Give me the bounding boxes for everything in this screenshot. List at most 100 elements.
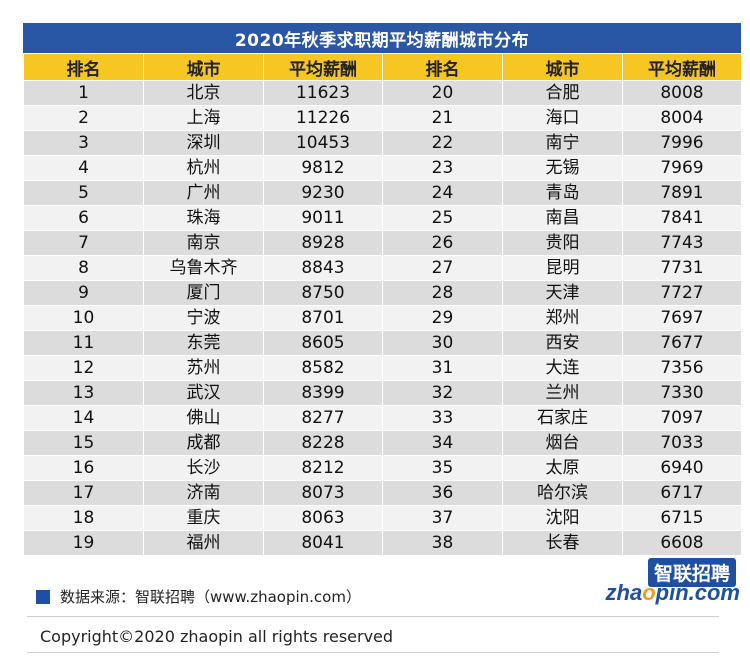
cell-salary-left: 8701 xyxy=(263,305,383,331)
cell-city-right: 海口 xyxy=(502,105,623,131)
cell-salary-right: 7743 xyxy=(622,230,742,256)
copyright-text: Copyright©2020 zhaopin all rights reserv… xyxy=(40,627,394,646)
cell-salary-right: 7731 xyxy=(622,255,742,281)
table-row: 14 佛山 8277 33 石家庄 7097 xyxy=(23,405,742,431)
cell-rank-right: 30 xyxy=(382,330,503,356)
zhaopin-logo: 智联招聘 zhaopin.com xyxy=(598,558,740,606)
data-source: 数据来源：智联招聘（www.zhaopin.com） xyxy=(36,586,361,607)
cell-rank-left: 12 xyxy=(23,355,144,381)
cell-salary-left: 8928 xyxy=(263,230,383,256)
cell-city-left: 佛山 xyxy=(143,405,264,431)
cell-rank-left: 5 xyxy=(23,180,144,206)
cell-rank-right: 38 xyxy=(382,530,503,556)
cell-city-right: 合肥 xyxy=(502,80,623,106)
cell-city-left: 珠海 xyxy=(143,205,264,231)
table-row: 19 福州 8041 38 长春 6608 xyxy=(23,530,742,556)
table-row: 4 杭州 9812 23 无锡 7969 xyxy=(23,155,742,181)
divider-top xyxy=(27,616,719,617)
cell-city-left: 广州 xyxy=(143,180,264,206)
cell-salary-right: 7996 xyxy=(622,130,742,156)
cell-city-left: 深圳 xyxy=(143,130,264,156)
cell-salary-left: 8605 xyxy=(263,330,383,356)
cell-rank-left: 4 xyxy=(23,155,144,181)
cell-city-right: 无锡 xyxy=(502,155,623,181)
table-row: 1 北京 11623 20 合肥 8008 xyxy=(23,80,742,106)
cell-city-right: 郑州 xyxy=(502,305,623,331)
cell-rank-left: 15 xyxy=(23,430,144,456)
cell-salary-left: 9011 xyxy=(263,205,383,231)
source-marker-icon xyxy=(36,589,50,604)
cell-city-right: 兰州 xyxy=(502,380,623,406)
cell-rank-left: 14 xyxy=(23,405,144,431)
cell-rank-right: 35 xyxy=(382,455,503,481)
cell-rank-right: 24 xyxy=(382,180,503,206)
table-row: 7 南京 8928 26 贵阳 7743 xyxy=(23,230,742,256)
cell-salary-right: 7697 xyxy=(622,305,742,331)
cell-salary-right: 7969 xyxy=(622,155,742,181)
divider-bottom xyxy=(27,652,719,653)
cell-rank-right: 32 xyxy=(382,380,503,406)
cell-rank-right: 21 xyxy=(382,105,503,131)
table-body: 1 北京 11623 20 合肥 8008 2 上海 11226 21 海口 8004 3 深圳 10453… xyxy=(23,80,742,556)
cell-city-left: 北京 xyxy=(143,80,264,106)
cell-city-left: 宁波 xyxy=(143,305,264,331)
cell-rank-left: 13 xyxy=(23,380,144,406)
cell-salary-right: 7097 xyxy=(622,405,742,431)
cell-rank-right: 23 xyxy=(382,155,503,181)
cell-rank-left: 10 xyxy=(23,305,144,331)
cell-city-right: 贵阳 xyxy=(502,230,623,256)
table-row: 5 广州 9230 24 青岛 7891 xyxy=(23,180,742,206)
cell-city-left: 厦门 xyxy=(143,280,264,306)
header-rank-left: 排名 xyxy=(23,53,144,81)
table-row: 15 成都 8228 34 烟台 7033 xyxy=(23,430,742,456)
cell-city-left: 杭州 xyxy=(143,155,264,181)
cell-salary-left: 8228 xyxy=(263,430,383,456)
table-row: 17 济南 8073 36 哈尔滨 6717 xyxy=(23,480,742,506)
cell-rank-right: 36 xyxy=(382,480,503,506)
cell-salary-right: 8004 xyxy=(622,105,742,131)
cell-rank-right: 33 xyxy=(382,405,503,431)
table-row: 8 乌鲁木齐 8843 27 昆明 7731 xyxy=(23,255,742,281)
cell-city-left: 重庆 xyxy=(143,505,264,531)
cell-rank-left: 3 xyxy=(23,130,144,156)
cell-salary-right: 7727 xyxy=(622,280,742,306)
header-salary-left: 平均薪酬 xyxy=(263,53,383,81)
cell-salary-left: 8582 xyxy=(263,355,383,381)
cell-city-right: 长春 xyxy=(502,530,623,556)
cell-salary-left: 8843 xyxy=(263,255,383,281)
cell-rank-left: 1 xyxy=(23,80,144,106)
cell-city-right: 南昌 xyxy=(502,205,623,231)
table-row: 3 深圳 10453 22 南宁 7996 xyxy=(23,130,742,156)
cell-salary-right: 7330 xyxy=(622,380,742,406)
header-row: 排名 城市 平均薪酬 排名 城市 平均薪酬 xyxy=(23,53,742,81)
cell-city-right: 大连 xyxy=(502,355,623,381)
cell-rank-right: 25 xyxy=(382,205,503,231)
cell-rank-right: 31 xyxy=(382,355,503,381)
cell-city-right: 昆明 xyxy=(502,255,623,281)
cell-rank-right: 34 xyxy=(382,430,503,456)
table-row: 10 宁波 8701 29 郑州 7697 xyxy=(23,305,742,331)
cell-salary-right: 8008 xyxy=(622,80,742,106)
header-rank-right: 排名 xyxy=(382,53,503,81)
cell-rank-left: 2 xyxy=(23,105,144,131)
cell-salary-left: 8399 xyxy=(263,380,383,406)
logo-en: zhaopin.com xyxy=(605,580,740,605)
cell-city-left: 成都 xyxy=(143,430,264,456)
cell-city-left: 乌鲁木齐 xyxy=(143,255,264,281)
cell-city-right: 太原 xyxy=(502,455,623,481)
cell-salary-left: 9812 xyxy=(263,155,383,181)
logo-cn: 智联招聘 xyxy=(647,558,736,587)
cell-city-left: 长沙 xyxy=(143,455,264,481)
cell-salary-left: 8212 xyxy=(263,455,383,481)
cell-rank-right: 29 xyxy=(382,305,503,331)
cell-salary-right: 6608 xyxy=(622,530,742,556)
cell-salary-right: 7841 xyxy=(622,205,742,231)
cell-rank-left: 18 xyxy=(23,505,144,531)
cell-city-right: 沈阳 xyxy=(502,505,623,531)
table-row: 9 厦门 8750 28 天津 7727 xyxy=(23,280,742,306)
header-salary-right: 平均薪酬 xyxy=(622,53,742,81)
cell-salary-right: 7356 xyxy=(622,355,742,381)
cell-salary-right: 6717 xyxy=(622,480,742,506)
cell-salary-right: 7677 xyxy=(622,330,742,356)
cell-rank-left: 19 xyxy=(23,530,144,556)
